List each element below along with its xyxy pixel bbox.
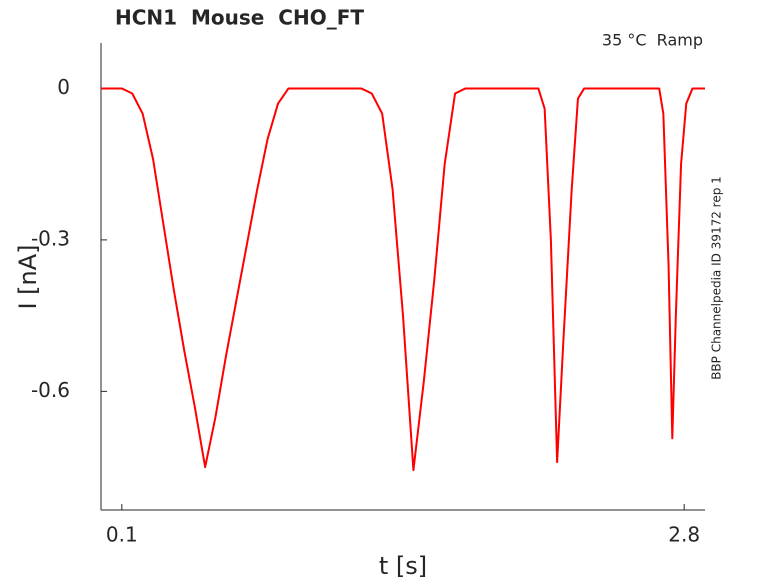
y-tick-label: -0.6 bbox=[31, 378, 70, 402]
side-note: BBP Channelpedia ID 39172 rep 1 bbox=[710, 176, 724, 380]
y-axis-label: I [nA] bbox=[14, 244, 42, 309]
y-tick-label: -0.3 bbox=[31, 226, 70, 250]
x-tick-label: 2.8 bbox=[668, 523, 700, 547]
chart-title: HCN1 Mouse CHO_FT bbox=[115, 6, 364, 30]
y-tick-label: 0 bbox=[57, 75, 70, 99]
x-tick-label: 0.1 bbox=[106, 523, 138, 547]
x-axis-label: t [s] bbox=[379, 552, 427, 580]
annotation: 35 °C Ramp bbox=[602, 31, 703, 50]
current-trace bbox=[101, 87, 705, 472]
